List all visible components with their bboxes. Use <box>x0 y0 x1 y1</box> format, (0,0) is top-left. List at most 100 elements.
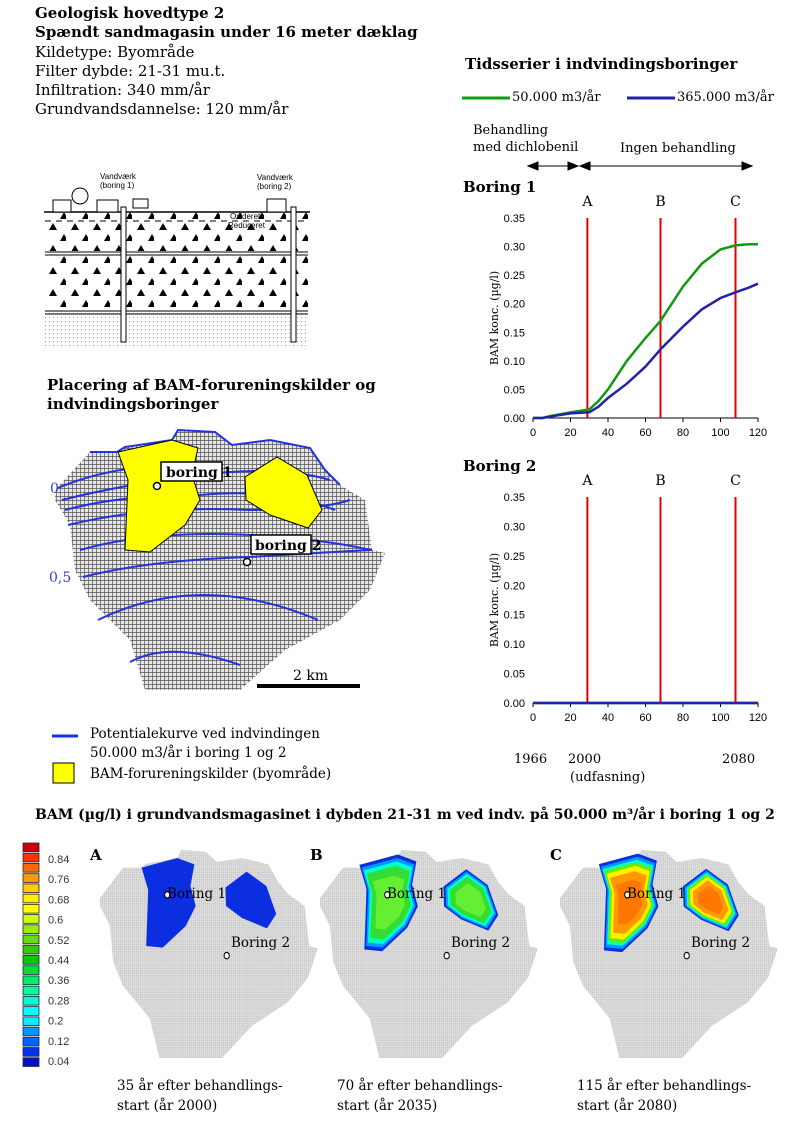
y-tick-label: 0.10 <box>504 356 525 368</box>
well2-label: Vandværk (boring 2) <box>257 173 294 191</box>
x-tick-label: 100 <box>711 427 729 439</box>
colorbar-swatch <box>22 1047 40 1057</box>
colorbar-swatch <box>22 1016 40 1026</box>
boring2-marker <box>223 951 230 960</box>
colorbar-label: 0.76 <box>48 874 69 886</box>
timeline-2080: 2080 <box>722 752 756 767</box>
colorbar-label: 0.04 <box>48 1056 69 1068</box>
colorbar-swatch <box>22 873 40 883</box>
marker-label-C: C <box>730 194 741 210</box>
x-tick-label: 80 <box>677 427 689 439</box>
panel-caption: start (år 2035) <box>337 1098 437 1114</box>
timeline-1966: 1966 <box>514 752 548 767</box>
panel-caption: 115 år efter behandlings- <box>577 1078 751 1094</box>
boring1-marker <box>624 891 631 899</box>
y-tick-label: 0.05 <box>504 384 525 396</box>
panel-label-B: B <box>310 846 323 864</box>
recharge: Grundvandsdannelse: 120 mm/år <box>35 100 289 118</box>
series-line-0 <box>533 243 758 420</box>
x-tick-label: 20 <box>564 712 576 724</box>
x-tick-label: 120 <box>749 712 767 724</box>
boring2-marker <box>242 557 252 567</box>
marker-label-C: C <box>730 473 741 489</box>
site-map: boring 1 boring 2 0 0,5 2 km <box>49 428 385 690</box>
source-legend-swatch <box>52 762 75 784</box>
x-tick-label: 60 <box>639 427 651 439</box>
marker-label-A: A <box>581 194 593 210</box>
legend-label-365000: 365.000 m3/år <box>677 90 774 105</box>
x-tick-label: 120 <box>749 427 767 439</box>
colorbar-label: 0.44 <box>48 955 69 967</box>
well1-label: Vandværk (boring 1) <box>100 172 137 190</box>
concentration-maps: A Boring 1 Boring 2 35 år efter behandlings… <box>89 846 778 1114</box>
colorbar-swatch <box>22 1036 40 1047</box>
colorbar-swatch <box>22 944 40 955</box>
colorbar-swatch <box>22 883 40 894</box>
colorbar-label: 0.6 <box>48 915 63 927</box>
timeline-2000: 2000 <box>568 752 602 767</box>
y-tick-label: 0.20 <box>504 580 525 592</box>
boring1-marker <box>164 891 171 899</box>
map-boring2-label: Boring 2 <box>451 935 510 951</box>
boring1-label: boring 1 <box>166 465 232 481</box>
concentration-map-A <box>100 850 318 1058</box>
colorbar-swatch <box>22 934 40 945</box>
panel-caption: start (år 2000) <box>117 1098 217 1114</box>
y-tick-label: 0.25 <box>504 551 525 563</box>
colorbar-label: 0.28 <box>48 995 69 1007</box>
heading-type: Geologisk hovedtype 2 <box>35 4 225 22</box>
marker-label-A: A <box>581 473 593 489</box>
map-boring2-label: Boring 2 <box>231 935 290 951</box>
marker-label-B: B <box>655 194 665 210</box>
heading-aquifer: Spændt sandmagasin under 16 meter dæklag <box>35 23 418 41</box>
treatment-arrows <box>526 161 754 171</box>
x-tick-label: 60 <box>639 712 651 724</box>
panel-label-A: A <box>89 846 102 864</box>
plume-1 <box>372 875 406 930</box>
colorbar-label: 0.12 <box>48 1036 69 1048</box>
chart-boring-2: 0 20 40 60 80 100 120 0.00 0.05 0.10 0.15 0.20 0.25 0… <box>488 473 767 724</box>
contour-legend-text: Potentialekurve ved indvindingen 50.000 m… <box>90 726 320 761</box>
scale-label: 2 km <box>293 668 328 684</box>
bottom-title: BAM (µg/l) i grundvandsmagasinet i dybde… <box>35 807 775 823</box>
x-tick-label: 40 <box>602 712 614 724</box>
contour-label-0: 0 <box>50 481 59 497</box>
contour-label-05: 0,5 <box>49 570 71 586</box>
x-tick-label: 80 <box>677 712 689 724</box>
plume-1 <box>141 858 196 948</box>
infiltration: Infiltration: 340 mm/år <box>35 81 210 99</box>
chart1-title: Boring 1 <box>463 178 537 196</box>
colorbar-label: 0.52 <box>48 935 69 947</box>
no-treatment-label: Ingen behandling <box>620 141 736 156</box>
timeseries-title: Tidsserier i indvindingsboringer <box>465 55 738 73</box>
boring2-marker <box>683 951 690 960</box>
colorbar-swatch <box>22 975 40 986</box>
chart-boring-1: 0 20 40 60 80 100 120 0.00 0.05 0.10 0.15 0.20 0.25 0… <box>488 194 767 439</box>
colorbar-label: 0.84 <box>48 854 69 866</box>
reduced-label: Reduceret <box>228 221 266 230</box>
map-boring1-label: Boring 1 <box>387 886 446 902</box>
x-tick-label: 0 <box>530 427 536 439</box>
boring1-marker <box>384 891 391 899</box>
colorbar-swatch <box>22 924 40 934</box>
y-tick-label: 0.35 <box>504 213 525 225</box>
legend-label-50000: 50.000 m3/år <box>512 90 601 105</box>
colorbar-swatch <box>22 1006 40 1016</box>
y-tick-label: 0.25 <box>504 270 525 282</box>
colorbar-swatch <box>22 1057 40 1067</box>
panel-caption: start (år 2080) <box>577 1098 677 1114</box>
y-tick-label: 0.10 <box>504 639 525 651</box>
x-tick-label: 100 <box>711 712 729 724</box>
oxidized-label: Oxideret <box>230 212 261 221</box>
marker-label-B: B <box>655 473 665 489</box>
map-boring1-label: Boring 1 <box>167 886 226 902</box>
map-boring2-label: Boring 2 <box>691 935 750 951</box>
colorbar-swatch <box>22 955 40 965</box>
colorbar-swatch <box>22 852 40 863</box>
panel-label-C: C <box>550 846 562 864</box>
filter-depth: Filter dybde: 21-31 mu.t. <box>35 62 226 80</box>
source-type: Kildetype: Byområde <box>35 43 195 61</box>
colorbar-swatch <box>22 996 40 1006</box>
timeline-phaseout: (udfasning) <box>570 770 646 785</box>
